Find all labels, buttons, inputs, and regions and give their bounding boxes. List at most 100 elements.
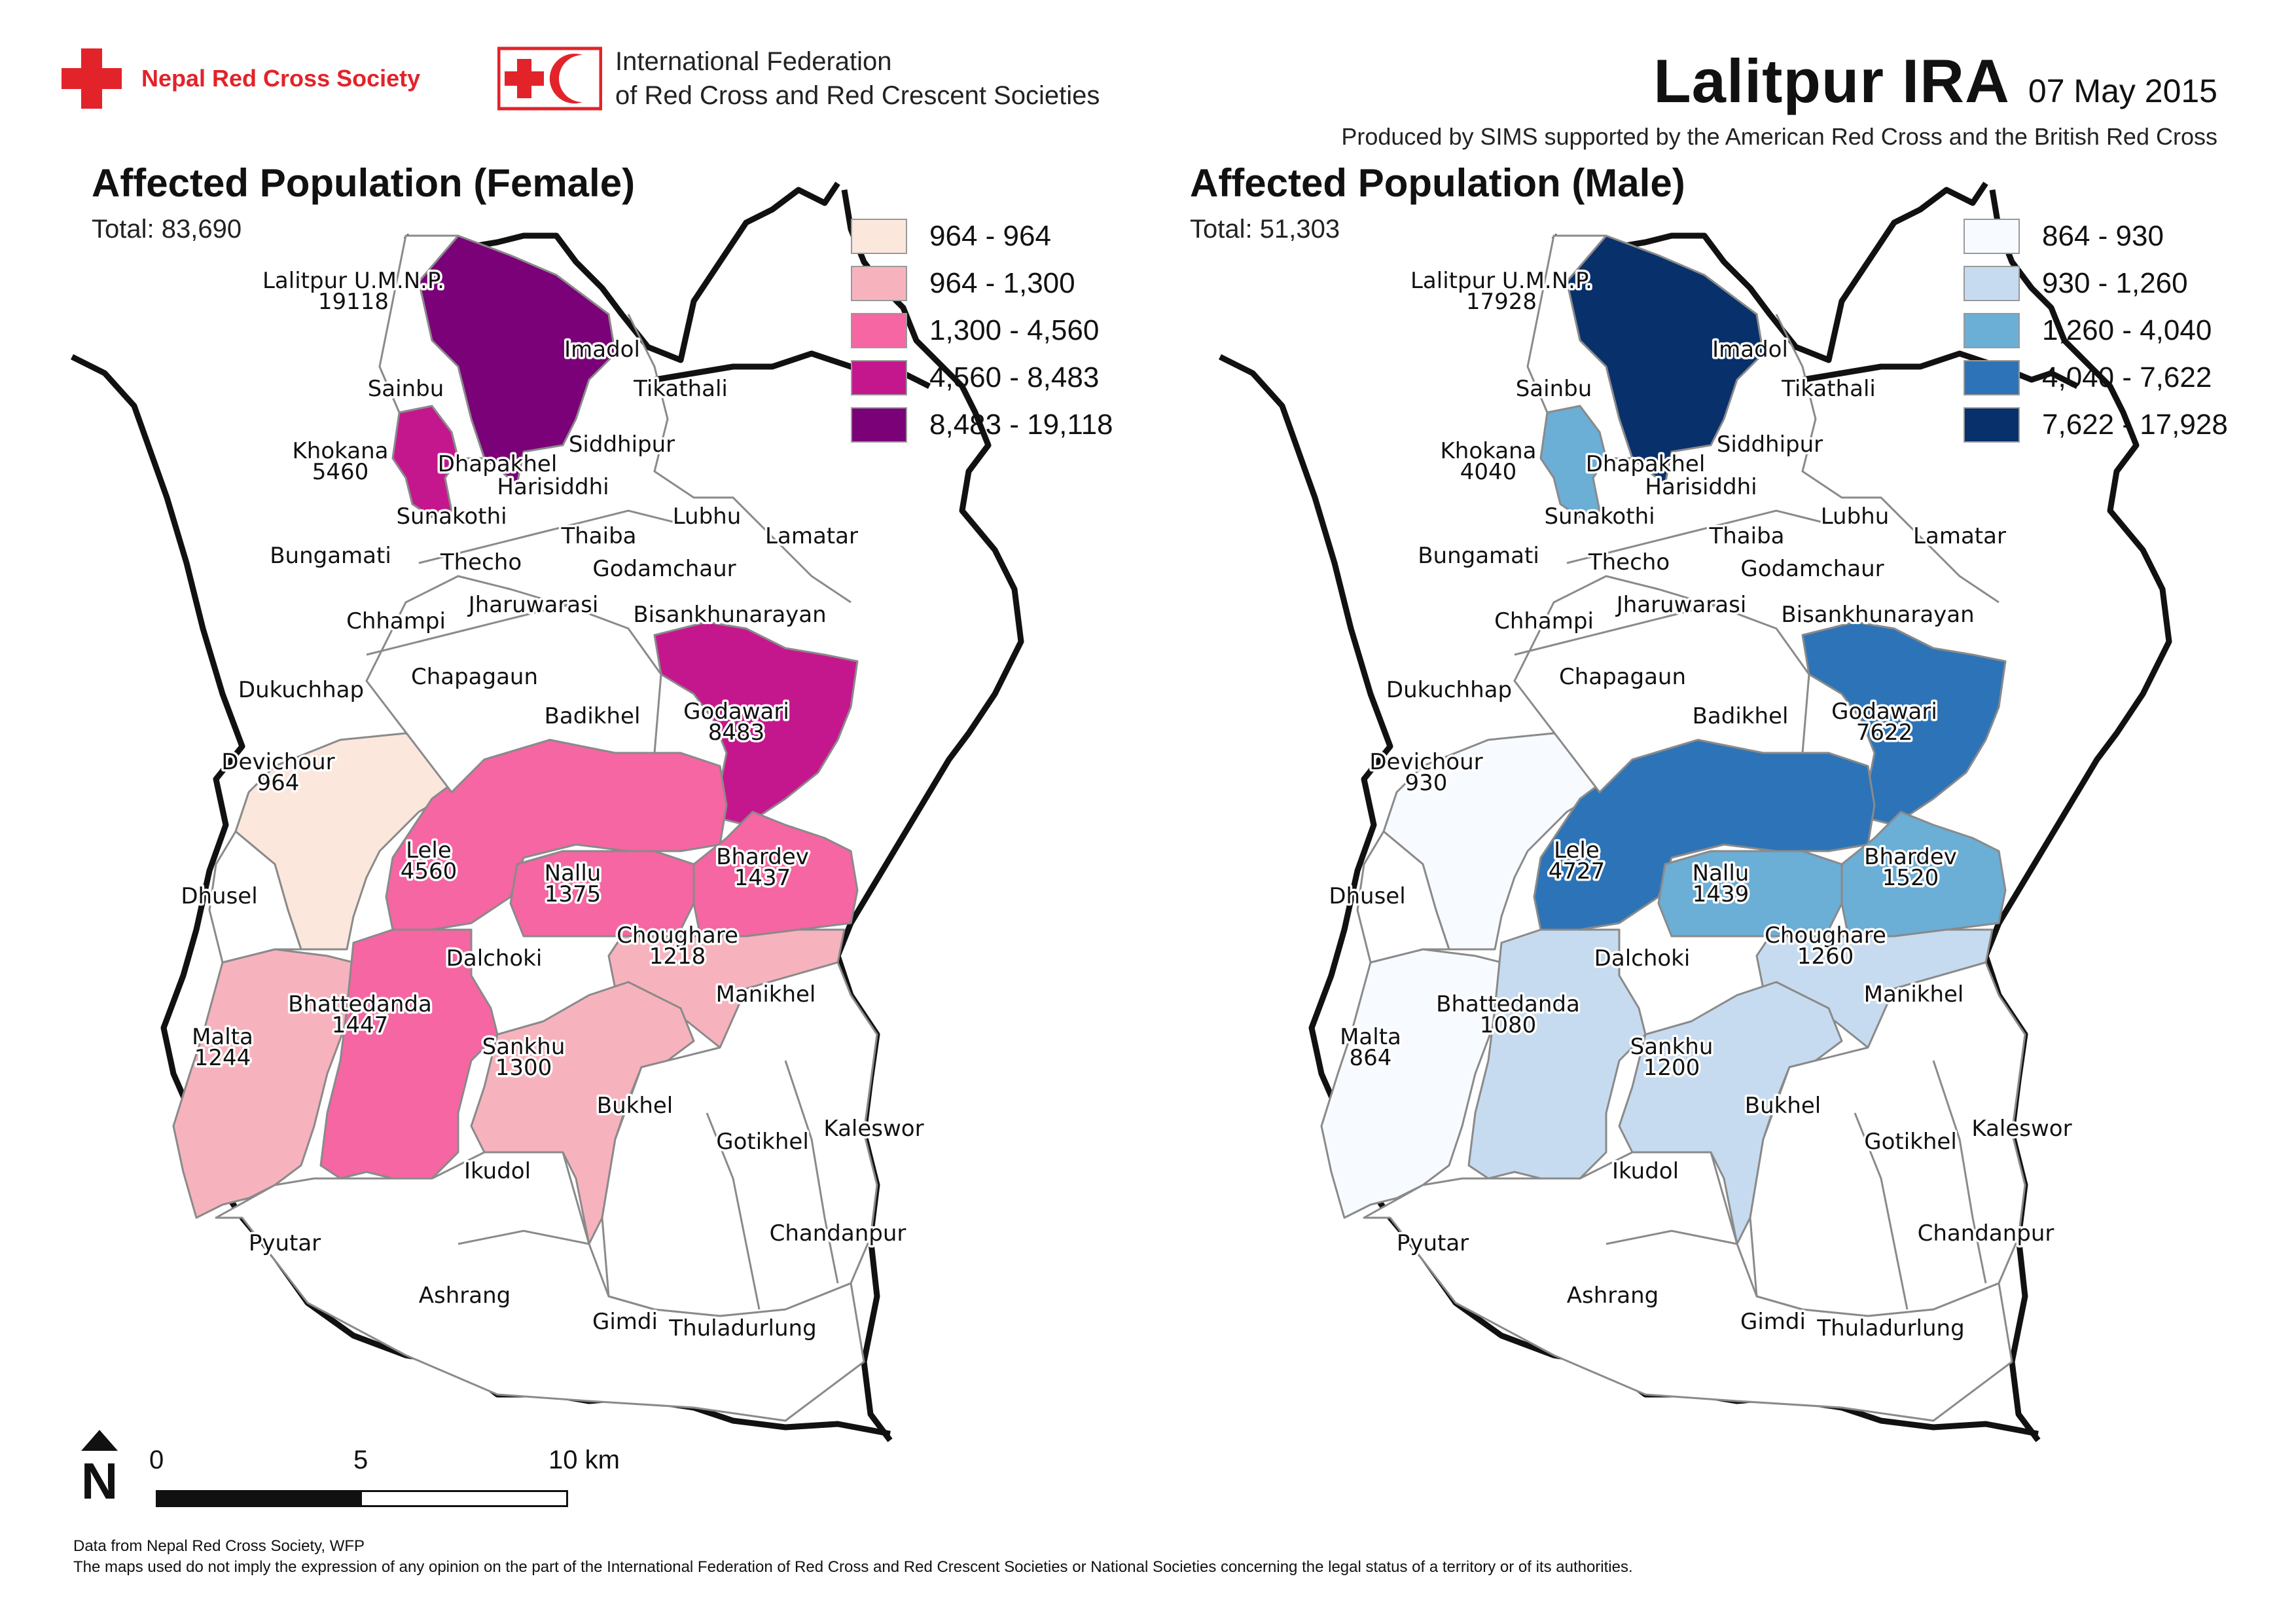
female-legend-label: 964 - 1,300 [929, 267, 1075, 299]
male-legend-item: 4,040 - 7,622 [1964, 359, 2228, 397]
internal-boundary-4 [706, 1112, 761, 1310]
vdc-bhattedanda [319, 928, 499, 1180]
male-label-chandanpur: Chandanpur [1918, 1220, 2054, 1247]
vdc-dhusel [208, 830, 302, 964]
female-label-dhusel: Dhusel [181, 883, 257, 909]
female-label-siddhipur: Siddhipur [569, 431, 675, 458]
scale-tick-5: 5 [353, 1446, 368, 1474]
male-map: Lalitpur U.M.N.P.17928 Imadol Tikathali Sai… [1218, 181, 2172, 1442]
female-label-dukuchhap: Dukuchhap [238, 677, 364, 703]
female-legend-swatch [851, 360, 907, 395]
ifrc-name-line2: of Red Cross and Red Crescent Societies [615, 81, 1100, 110]
female-map: Lalitpur U.M.N.P.19118 Imadol Tikathali Sai… [70, 181, 1024, 1442]
female-label-gotikhel: Gotikhel [716, 1129, 809, 1155]
male-legend-item: 864 - 930 [1964, 217, 2228, 255]
male-legend-swatch [1964, 219, 2020, 254]
male-internal-boundary-2 [1566, 509, 1829, 564]
ifrc-logo: International Federation of Red Cross an… [497, 39, 1100, 118]
female-legend-item: 1,300 - 4,560 [851, 312, 1113, 350]
female-label-choughare: Choughare [617, 922, 738, 949]
male-value-choughare: 1260 [1797, 943, 1854, 970]
male-legend-label: 7,622 - 17,928 [2042, 409, 2228, 441]
female-legend-label: 1,300 - 4,560 [929, 314, 1100, 346]
map-title: Lalitpur IRA [1653, 46, 2010, 115]
female-label-thecho: Thecho [440, 549, 522, 575]
male-label-bukhel: Bukhel [1745, 1093, 1821, 1119]
vdc-other-center [365, 575, 662, 793]
female-label-godawari: Godawari [683, 699, 789, 725]
scale-tick-0: 0 [149, 1446, 164, 1474]
female-value-khokana: 5460 [312, 459, 369, 485]
male-internal-boundary-1 [1775, 314, 2000, 604]
internal-boundary-1 [627, 314, 852, 604]
female-label-malta: Malta [192, 1024, 253, 1050]
male-label-thecho: Thecho [1588, 549, 1670, 575]
internal-boundary-6 [784, 1060, 839, 1284]
male-label-sainbu: Sainbu [1516, 376, 1592, 402]
male-vdc-bhattedanda [1467, 928, 1647, 1180]
male-label-bungamati: Bungamati [1418, 543, 1539, 569]
male-label-manikhel: Manikhel [1864, 981, 1964, 1008]
male-label-badikhel: Badikhel [1693, 703, 1789, 729]
male-legend-swatch [1964, 360, 2020, 395]
male-label-imadol: Imadol [1712, 337, 1788, 363]
male-internal-boundary-3 [1514, 601, 1725, 656]
male-legend-item: 930 - 1,260 [1964, 264, 2228, 302]
footer-data-source: Data from Nepal Red Cross Society, WFP [73, 1537, 365, 1555]
female-label-godamchaur: Godamchaur [592, 556, 736, 582]
red-cross-icon [62, 48, 122, 109]
female-value-bhattedanda: 1447 [332, 1012, 389, 1038]
male-label-dhapakhel: Dhapakhel [1586, 451, 1706, 477]
male-panel-title: Affected Population (Male) [1190, 161, 1685, 205]
female-label-dalchoki: Dalchoki [446, 945, 543, 972]
female-label-imadol: Imadol [564, 337, 640, 363]
male-total: Total: 51,303 [1190, 215, 1340, 244]
vdc-other-north [378, 234, 486, 460]
female-label-nallu: Nallu [545, 860, 601, 886]
north-arrow: N [73, 1429, 126, 1506]
male-value-devichour: 930 [1405, 770, 1448, 796]
male-label-ashrang: Ashrang [1567, 1283, 1659, 1309]
footer-disclaimer: The maps used do not imply the expressio… [73, 1558, 1633, 1576]
female-value-malta: 1244 [194, 1045, 251, 1071]
female-label-pyutar: Pyutar [249, 1230, 321, 1256]
female-label-jharuwarasi: Jharuwarasi [467, 592, 599, 618]
male-label-dalchoki: Dalchoki [1594, 945, 1691, 972]
female-label-badikhel: Badikhel [545, 703, 641, 729]
male-legend-swatch [1964, 266, 2020, 301]
female-label-lamatar: Lamatar [765, 523, 858, 549]
male-label-lele: Lele [1554, 837, 1600, 864]
district-boundary-north [403, 181, 840, 363]
male-legend-item: 7,622 - 17,928 [1964, 406, 2228, 444]
female-label-kaleswor: Kaleswor [823, 1116, 924, 1142]
north-arrow-icon [81, 1430, 118, 1451]
vdc-godawari [653, 621, 859, 826]
male-label-thaiba: Thaiba [1708, 523, 1784, 549]
female-label-sankhu: Sankhu [482, 1034, 565, 1060]
north-letter: N [81, 1452, 118, 1510]
female-value-bhardev: 1437 [734, 865, 791, 891]
nrcs-name: Nepal Red Cross Society [141, 65, 421, 92]
female-legend-item: 8,483 - 19,118 [851, 406, 1113, 444]
female-legend: 964 - 964 964 - 1,300 1,300 - 4,560 4,560 -… [851, 217, 1113, 444]
female-panel-header: Affected Population (Female) Total: 83,6… [92, 160, 635, 244]
male-map-body [1218, 181, 2172, 1442]
male-vdc-other-east [1749, 961, 2026, 1317]
female-label-harisiddhi: Harisiddhi [497, 474, 609, 500]
female-label-sainbu: Sainbu [368, 376, 444, 402]
male-value-khokana: 4040 [1460, 459, 1517, 485]
male-label-lamatar: Lamatar [1913, 523, 2006, 549]
female-label-manikhel: Manikhel [716, 981, 816, 1008]
vdc-other-east [601, 961, 878, 1317]
male-vdc-other-north [1526, 234, 1634, 460]
female-label-sunakothi: Sunakothi [396, 503, 507, 530]
male-label-dhusel: Dhusel [1329, 883, 1405, 909]
male-legend-label: 864 - 930 [2042, 220, 2164, 252]
male-district-boundary-north [1551, 181, 1988, 363]
male-value-sankhu: 1200 [1643, 1055, 1700, 1081]
male-label-nallu: Nallu [1693, 860, 1749, 886]
internal-boundary-5 [457, 1230, 590, 1245]
female-label-tikathali: Tikathali [633, 376, 728, 402]
male-label-bhattedanda: Bhattedanda [1436, 991, 1580, 1017]
female-label-khokana: Khokana [293, 438, 389, 464]
